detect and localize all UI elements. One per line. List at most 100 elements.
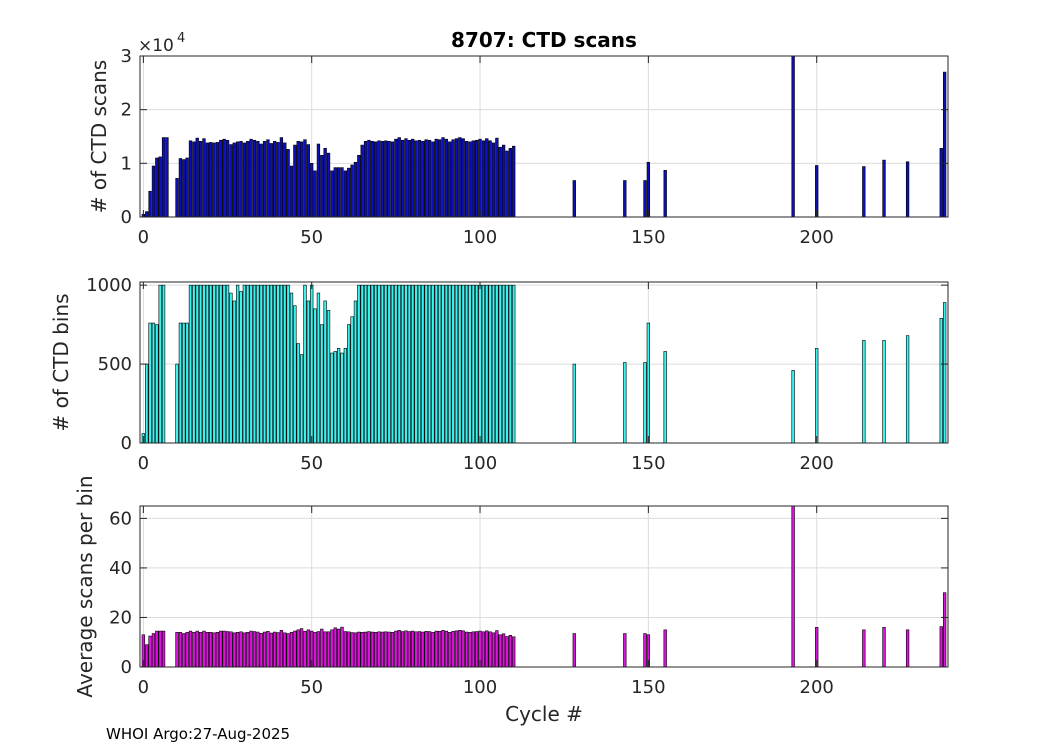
bar xyxy=(882,159,886,218)
bar xyxy=(431,632,435,668)
bar xyxy=(363,141,368,218)
bar xyxy=(185,632,189,668)
bar xyxy=(232,142,236,218)
bar xyxy=(279,137,284,218)
bar xyxy=(316,292,321,444)
bar xyxy=(363,284,368,444)
x-tick-label: 150 xyxy=(631,227,665,248)
bar xyxy=(384,284,388,444)
bar xyxy=(215,632,220,668)
bar xyxy=(394,284,398,444)
bar xyxy=(306,300,310,444)
bar xyxy=(437,139,442,218)
bar xyxy=(343,631,348,668)
bar xyxy=(279,284,284,444)
bar xyxy=(572,633,576,668)
bar xyxy=(229,292,233,444)
bar xyxy=(276,142,280,218)
bar xyxy=(343,347,348,444)
bar xyxy=(249,284,253,444)
bar xyxy=(155,630,159,668)
bar xyxy=(942,302,947,444)
bar xyxy=(481,631,486,668)
bar xyxy=(336,167,341,218)
bar xyxy=(491,632,496,668)
bar xyxy=(939,148,943,218)
bar xyxy=(939,626,943,668)
bar xyxy=(390,632,395,668)
bar xyxy=(310,163,314,218)
bar xyxy=(276,632,280,668)
bar xyxy=(421,631,425,668)
panel-avg-scans: 0 50 100 150 200 0 20 40 60 Average scans per bi… xyxy=(73,475,949,726)
panel-1-ylabel: # of CTD scans xyxy=(87,60,111,213)
bar xyxy=(464,284,469,444)
bar xyxy=(299,354,304,444)
bar xyxy=(225,631,230,668)
bar xyxy=(353,632,358,668)
bar xyxy=(269,143,273,218)
bar xyxy=(387,141,391,218)
bar xyxy=(387,284,391,444)
bar xyxy=(791,505,795,668)
bar xyxy=(862,340,866,444)
bar xyxy=(151,633,156,668)
bar xyxy=(400,284,405,444)
bar xyxy=(289,632,294,668)
bar xyxy=(252,139,257,218)
y-tick-label: 0 xyxy=(121,207,132,228)
bar xyxy=(249,138,253,218)
bar xyxy=(488,631,492,668)
bar xyxy=(427,631,432,668)
bar xyxy=(303,631,307,668)
bar xyxy=(145,363,149,444)
bar xyxy=(454,284,459,444)
bar xyxy=(155,157,159,218)
exponent-power: 4 xyxy=(177,31,185,46)
bar xyxy=(175,632,179,668)
bar xyxy=(481,140,486,218)
bar xyxy=(464,141,469,218)
bar xyxy=(411,630,415,668)
bar xyxy=(283,632,287,668)
x-tick-label: 0 xyxy=(138,677,149,698)
bar xyxy=(623,362,627,444)
bar xyxy=(266,139,270,218)
bar xyxy=(323,148,327,218)
bar xyxy=(336,347,341,444)
bar xyxy=(239,141,243,218)
bar xyxy=(239,631,243,668)
bar xyxy=(505,284,509,444)
bar xyxy=(195,137,199,218)
bar xyxy=(505,150,509,218)
bar xyxy=(424,284,428,444)
bar xyxy=(431,284,435,444)
bar xyxy=(454,630,459,668)
bar xyxy=(209,632,213,668)
bar xyxy=(148,190,152,218)
bar xyxy=(259,284,263,444)
bar xyxy=(464,631,469,668)
bar xyxy=(340,352,344,444)
y-tick-label: 0 xyxy=(121,433,132,454)
bar xyxy=(235,284,240,444)
bar xyxy=(491,142,496,218)
bar xyxy=(508,284,512,444)
y-tick-label: 500 xyxy=(98,354,132,375)
bar xyxy=(219,139,223,218)
bar xyxy=(481,284,486,444)
bar xyxy=(151,322,156,444)
bar xyxy=(178,322,183,444)
bar xyxy=(242,632,247,668)
bar xyxy=(498,634,502,668)
bar xyxy=(185,322,189,444)
bar xyxy=(357,154,361,218)
bar xyxy=(512,284,516,444)
bar xyxy=(182,633,186,668)
bar xyxy=(313,308,317,444)
bar xyxy=(468,632,472,668)
bar xyxy=(468,284,472,444)
bar xyxy=(394,138,398,218)
bar xyxy=(451,284,455,444)
bar xyxy=(198,284,203,444)
